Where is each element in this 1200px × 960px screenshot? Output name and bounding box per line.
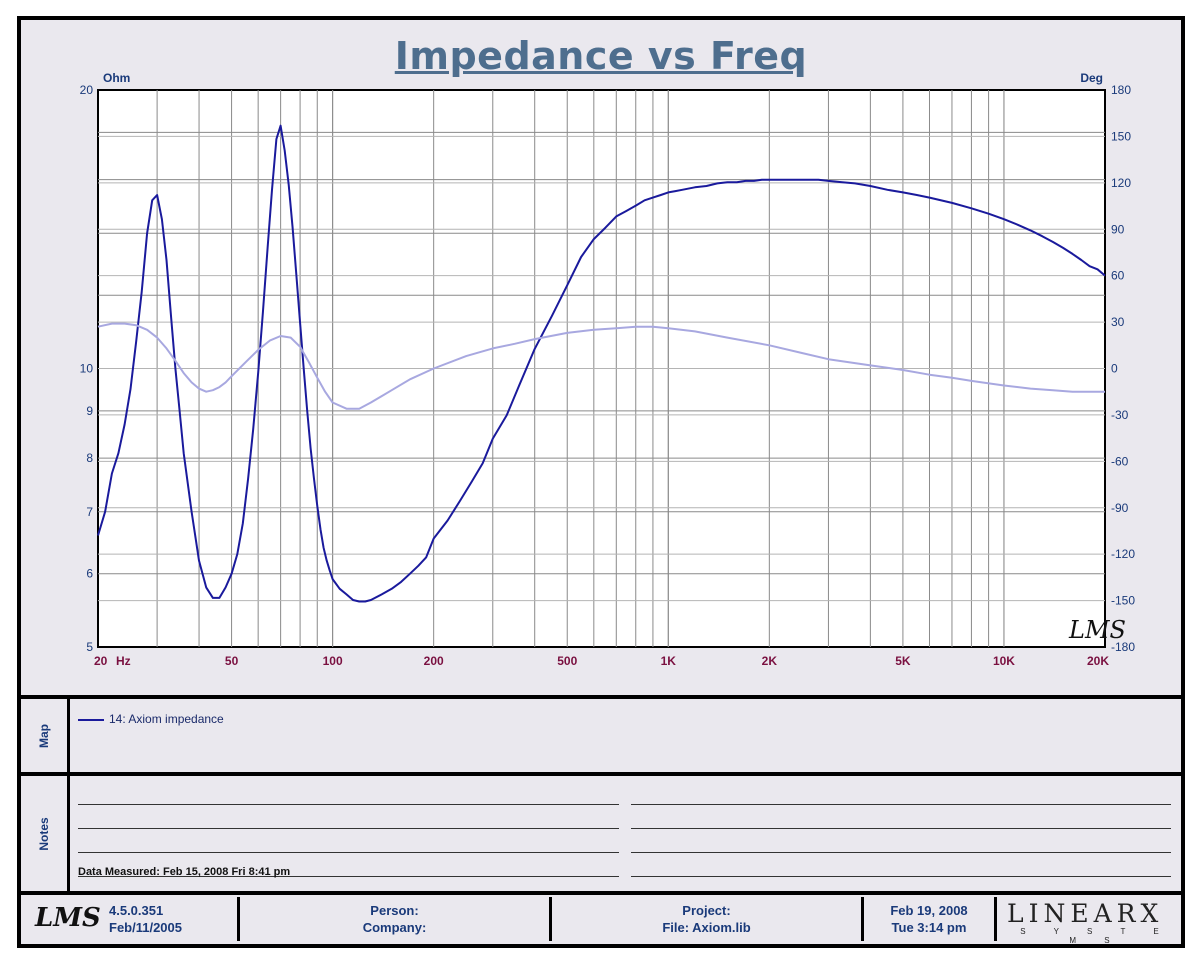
linearx-sub: S Y S T E M S [1020, 927, 1172, 945]
x-axis-unit: Hz [116, 654, 131, 668]
y-tick-label: 20 [80, 83, 94, 97]
footer: LMS 4.5.0.351 Feb/11/2005 Person: Compan… [21, 891, 1181, 948]
legend-entry: 14: Axiom impedance [109, 712, 224, 726]
footer-date-cell: Feb 19, 2008 Tue 3:14 pm [864, 897, 997, 941]
report-frame: Impedance vs Freq 5 6 7 8 9 10 20 180 150 120 90 60… [17, 16, 1185, 948]
x-tick-label: 20K [1087, 654, 1109, 668]
version-date: Feb/11/2005 [109, 920, 182, 935]
impedance-curve [97, 124, 1106, 603]
y2-axis-unit: Deg [1080, 71, 1103, 85]
legend-swatch [78, 719, 104, 721]
note-line [631, 804, 1171, 805]
y2-tick-label: 120 [1111, 176, 1131, 190]
y-tick-label: 8 [86, 451, 93, 465]
print-date: Feb 19, 2008 [890, 903, 968, 918]
lms-logo: LMS [35, 903, 101, 933]
y2-tick-label: -150 [1111, 594, 1135, 608]
file-name: File: Axiom.lib [662, 920, 751, 935]
note-line [78, 852, 619, 853]
y-tick-label: 5 [86, 640, 93, 654]
x-tick-label: 5K [895, 654, 911, 668]
notes-band: Notes Data Measured: Feb 15, 2008 Fri 8:… [21, 772, 1181, 891]
note-line [631, 852, 1171, 853]
map-band: Map 14: Axiom impedance [21, 695, 1181, 772]
y2-tick-label: -60 [1111, 454, 1129, 468]
linearx-logo: LINEARX [1007, 899, 1164, 928]
notes-label: Notes [37, 816, 51, 851]
x-tick-label: 50 [225, 654, 239, 668]
y2-tick-label: 60 [1111, 269, 1125, 283]
x-tick-label: 10K [993, 654, 1015, 668]
y2-tick-label: 180 [1111, 83, 1131, 97]
curves [97, 124, 1106, 603]
x-tick-label: 200 [424, 654, 444, 668]
note-line [78, 828, 619, 829]
x-tick-label: 1K [661, 654, 677, 668]
y2-tick-label: -120 [1111, 547, 1135, 561]
footer-person-cell: Person: Company: [240, 897, 552, 941]
phase-curve [97, 322, 1105, 410]
print-time: Tue 3:14 pm [891, 920, 967, 935]
y2-tick-label: 0 [1111, 362, 1118, 376]
project-label: Project: [682, 903, 731, 918]
y-tick-label: 10 [80, 362, 94, 376]
company-label: Company: [362, 920, 427, 935]
y-axis-unit: Ohm [103, 71, 130, 85]
axis-labels: 5 6 7 8 9 10 20 180 150 120 90 60 30 0 -30 -60 -90 -120 -1… [80, 71, 1136, 668]
footer-project-cell: Project: File: Axiom.lib [552, 897, 864, 941]
y-tick-label: 9 [86, 404, 93, 418]
x-tick-label: 20 [94, 654, 108, 668]
note-line [78, 876, 619, 877]
footer-brand-cell: LINEARX S Y S T E M S [997, 897, 1181, 945]
version: 4.5.0.351 [109, 903, 164, 918]
note-line [631, 876, 1171, 877]
y-tick-label: 6 [86, 567, 93, 581]
y2-tick-label: 30 [1111, 315, 1125, 329]
y2-tick-label: -90 [1111, 501, 1129, 515]
map-label-cell: Map [21, 699, 70, 772]
lms-watermark: LMS [1068, 616, 1126, 644]
x-tick-label: 2K [762, 654, 778, 668]
grid [98, 90, 1105, 647]
y2-tick-label: -180 [1111, 640, 1135, 654]
impedance-chart: 5 6 7 8 9 10 20 180 150 120 90 60 30 0 -30 -60 -90 -120 -1… [80, 71, 1136, 668]
note-line [631, 828, 1171, 829]
person-label: Person: [370, 903, 419, 918]
map-label: Map [37, 723, 51, 748]
y2-tick-label: 90 [1111, 222, 1125, 236]
x-tick-label: 500 [557, 654, 577, 668]
chart-title: Impedance vs Freq [394, 34, 808, 78]
note-line [78, 804, 619, 805]
y-tick-label: 7 [86, 505, 93, 519]
footer-version-cell: LMS 4.5.0.351 Feb/11/2005 [21, 897, 240, 941]
data-measured: Data Measured: Feb 15, 2008 Fri 8:41 pm [78, 866, 291, 878]
notes-label-cell: Notes [21, 776, 70, 891]
y2-tick-label: -30 [1111, 408, 1129, 422]
y2-tick-label: 150 [1111, 129, 1131, 143]
x-tick-label: 100 [323, 654, 343, 668]
